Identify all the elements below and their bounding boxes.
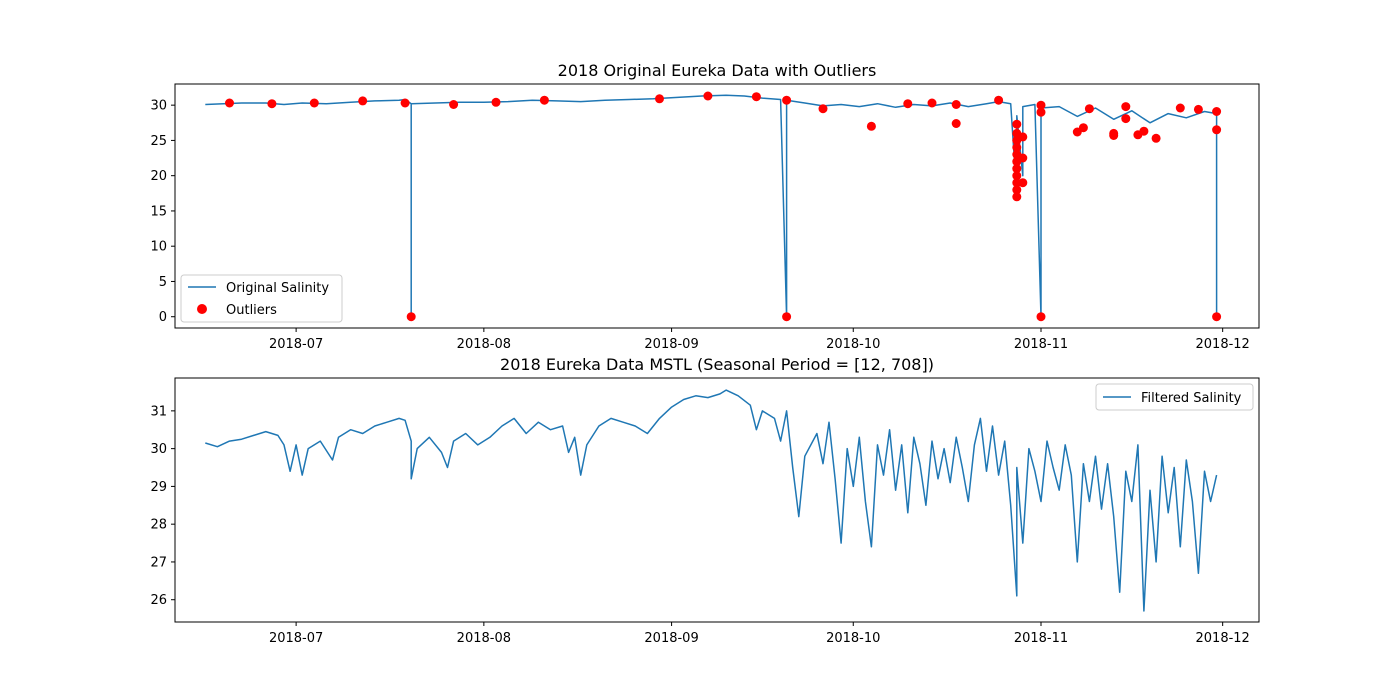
bottom-axes: 2018-07 2018-08 2018-09 2018-10 2018-11 2018-…: [150, 404, 1249, 646]
top-outlier-point: [927, 98, 937, 108]
top-outlier-point: [491, 97, 501, 107]
top-outlier-point: [309, 98, 319, 108]
top-outlier-point: [406, 312, 416, 322]
top-plot-marks: [205, 91, 1222, 322]
top-outlier-point: [866, 121, 876, 131]
top-x-tick-label: 2018-11: [1014, 337, 1068, 352]
top-outlier-point: [818, 104, 828, 114]
top-outlier-point: [449, 100, 459, 109]
bottom-series-line-0: [205, 389, 1218, 612]
top-legend-marker-swatch: [197, 304, 207, 314]
top-outlier-point: [1012, 192, 1022, 202]
top-y-tick-label: 25: [150, 134, 167, 149]
top-legend-box: [180, 274, 343, 323]
top-legend: Original Salinity Outliers: [180, 274, 343, 323]
top-outlier-point: [1084, 104, 1094, 114]
bottom-x-tick-label: 2018-07: [269, 631, 323, 646]
top-outlier-point: [1078, 123, 1088, 133]
top-legend-label-outliers: Outliers: [226, 303, 277, 318]
top-axes: 2018-07 2018-08 2018-09 2018-10 2018-11 2018-…: [150, 99, 1249, 352]
top-outlier-point: [1121, 102, 1131, 112]
top-outlier-point: [1018, 178, 1028, 188]
bottom-y-tick-label: 27: [150, 555, 167, 570]
top-outlier-point: [1012, 164, 1022, 174]
top-x-tick-label: 2018-12: [1196, 337, 1250, 352]
top-y-tick-label: 30: [150, 99, 167, 114]
top-y-tick-label: 20: [150, 169, 167, 184]
top-outlier-point: [1018, 153, 1028, 163]
top-outlier-point: [1012, 143, 1022, 152]
top-outlier-point: [1139, 126, 1149, 136]
top-outlier-point: [703, 91, 713, 101]
bottom-x-tick-label: 2018-12: [1196, 631, 1250, 646]
top-outlier-point: [1212, 125, 1222, 135]
top-outlier-point: [1012, 185, 1022, 195]
top-outlier-point: [358, 96, 368, 106]
top-outlier-point: [1151, 133, 1161, 143]
top-outlier-point: [903, 99, 913, 109]
top-outlier-point: [751, 92, 761, 102]
filtered-subplot: 2018 Eureka Data MSTL (Seasonal Period =…: [150, 355, 1260, 646]
bottom-x-tick-label: 2018-10: [826, 631, 880, 646]
bottom-y-tick-label: 29: [150, 480, 167, 495]
top-outlier-point: [1036, 107, 1046, 117]
bottom-y-tick-label: 28: [150, 518, 167, 533]
outliers-subplot: 2018 Original Eureka Data with Outliers …: [150, 61, 1260, 352]
top-outlier-point: [1212, 107, 1222, 116]
bottom-y-tick-label: 26: [150, 593, 167, 608]
top-outlier-point: [1109, 131, 1119, 140]
top-outlier-point: [655, 94, 664, 104]
top-outlier-point: [1036, 312, 1046, 322]
top-outlier-point: [267, 99, 277, 109]
top-outlier-point: [1121, 114, 1131, 124]
bottom-chart-title: 2018 Eureka Data MSTL (Seasonal Period =…: [500, 355, 934, 374]
top-outlier-point: [951, 100, 961, 109]
bottom-y-tick-label: 30: [150, 442, 167, 457]
top-outlier-point: [782, 95, 792, 105]
top-outlier-point: [782, 312, 792, 322]
bottom-plot-marks: [205, 389, 1218, 612]
top-outlier-point: [1018, 132, 1028, 142]
top-outlier-point: [539, 95, 549, 105]
top-y-tick-label: 15: [150, 204, 167, 219]
top-outlier-point: [1193, 104, 1203, 114]
top-outlier-point: [951, 119, 961, 128]
bottom-x-tick-label: 2018-11: [1014, 631, 1068, 646]
bottom-x-tick-label: 2018-09: [644, 631, 698, 646]
top-outlier-point: [1175, 103, 1185, 113]
top-outlier-point: [1212, 312, 1222, 322]
top-outlier-point: [225, 98, 234, 108]
top-outlier-point: [994, 95, 1004, 105]
bottom-plot-frame: [174, 377, 1260, 623]
top-y-tick-label: 10: [150, 240, 167, 255]
top-x-tick-label: 2018-10: [826, 337, 880, 352]
top-x-tick-label: 2018-08: [457, 337, 511, 352]
top-y-tick-label: 0: [159, 310, 167, 325]
top-legend-label-salinity: Original Salinity: [226, 281, 329, 296]
top-plot-frame: [174, 83, 1260, 329]
bottom-legend-label: Filtered Salinity: [1141, 391, 1242, 406]
top-chart-title: 2018 Original Eureka Data with Outliers: [558, 61, 877, 80]
top-outlier-point: [1012, 171, 1022, 181]
top-outlier-point: [1012, 119, 1022, 129]
bottom-y-tick-label: 31: [150, 404, 167, 419]
top-y-tick-label: 5: [159, 275, 167, 290]
bottom-legend: Filtered Salinity: [1095, 383, 1254, 411]
bottom-legend-box: [1095, 383, 1254, 411]
bottom-x-tick-label: 2018-08: [457, 631, 511, 646]
top-outlier-point: [1036, 100, 1046, 110]
top-x-tick-label: 2018-09: [644, 337, 698, 352]
top-x-tick-label: 2018-07: [269, 337, 323, 352]
top-outlier-point: [400, 98, 410, 108]
